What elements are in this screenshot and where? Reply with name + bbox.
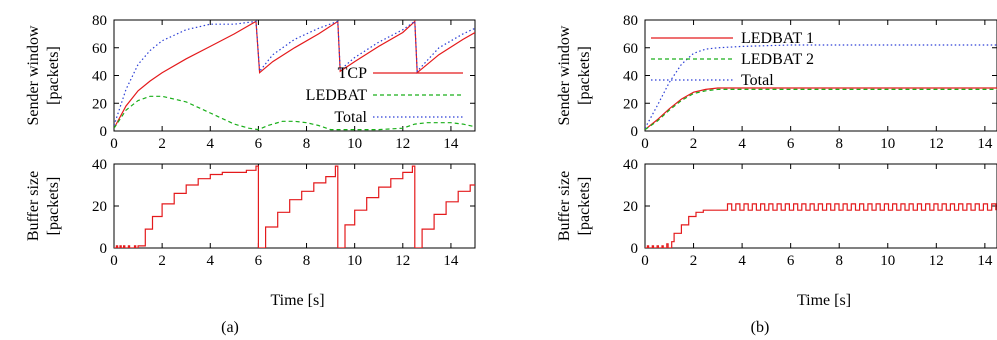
y-tick-label: 0 bbox=[100, 124, 108, 140]
y-tick-label: 0 bbox=[631, 241, 639, 257]
x-tick-label: 8 bbox=[303, 253, 311, 269]
x-tick-label: 6 bbox=[255, 253, 263, 269]
x-tick-label: 0 bbox=[110, 136, 118, 152]
x-tick-label: 2 bbox=[158, 253, 166, 269]
plot-a-sender-window: 0 20 40 60 80 0 2 4 6 8 10 12 14 Sender window [packet… bbox=[25, 13, 476, 152]
x-tick-label: 6 bbox=[787, 253, 795, 269]
y-tick-label: 20 bbox=[92, 199, 107, 215]
series-line-ledbat-2 bbox=[645, 88, 997, 131]
y-tick-label: 0 bbox=[631, 124, 639, 140]
x-tick-label: 0 bbox=[641, 136, 649, 152]
x-tick-label: 14 bbox=[977, 136, 993, 152]
y-axis-label: [packets] bbox=[45, 46, 62, 105]
x-tick-label: 10 bbox=[347, 253, 362, 269]
series-line-buffer bbox=[645, 203, 997, 248]
plot-frame bbox=[113, 163, 476, 249]
y-axis-label: Sender window bbox=[556, 25, 573, 125]
x-tick-label: 14 bbox=[443, 253, 459, 269]
y-tick-label: 40 bbox=[623, 69, 638, 85]
y-axis-label: [packets] bbox=[45, 177, 62, 236]
x-tick-label: 2 bbox=[690, 136, 698, 152]
legend-label: Total bbox=[334, 109, 367, 126]
y-tick-label: 40 bbox=[92, 157, 107, 173]
x-tick-label: 2 bbox=[158, 136, 166, 152]
y-tick-label: 60 bbox=[92, 41, 107, 57]
y-tick-label: 20 bbox=[623, 96, 638, 112]
legend-label: LEDBAT 1 bbox=[741, 30, 814, 47]
y-tick-label: 20 bbox=[92, 96, 107, 112]
x-tick-label: 4 bbox=[207, 136, 215, 152]
caption-b: (b) bbox=[751, 319, 770, 336]
x-axis-label: Time [s] bbox=[270, 292, 324, 309]
y-tick-label: 0 bbox=[100, 241, 108, 257]
series-line-buffer bbox=[114, 165, 475, 248]
x-tick-label: 8 bbox=[835, 253, 843, 269]
series-line-tcp bbox=[114, 20, 475, 129]
y-axis-label: Sender window bbox=[25, 25, 42, 125]
y-tick-label: 80 bbox=[92, 13, 107, 29]
x-tick-label: 4 bbox=[738, 136, 746, 152]
series-line-ledbat bbox=[114, 95, 475, 131]
x-tick-label: 6 bbox=[255, 136, 263, 152]
x-tick-label: 8 bbox=[835, 136, 843, 152]
x-tick-label: 12 bbox=[929, 136, 944, 152]
x-tick-label: 10 bbox=[880, 136, 895, 152]
plot-frame bbox=[644, 163, 997, 249]
x-tick-label: 12 bbox=[929, 253, 944, 269]
caption-a: (a) bbox=[221, 319, 239, 336]
plot-frame bbox=[113, 19, 476, 132]
x-tick-label: 4 bbox=[207, 253, 215, 269]
x-tick-label: 0 bbox=[641, 253, 649, 269]
y-axis-label: [packets] bbox=[576, 177, 593, 236]
plot-b-buffer-size: 0 20 40 0 2 4 6 8 10 12 14 Buffer size [packets] Time… bbox=[556, 157, 997, 309]
y-axis-label: Buffer size bbox=[556, 171, 573, 241]
plot-b-sender-window: 0 20 40 60 80 0 2 4 6 8 10 12 14 Sender window [packet… bbox=[556, 13, 997, 152]
x-tick-label: 12 bbox=[395, 136, 410, 152]
x-tick-label: 10 bbox=[347, 136, 362, 152]
legend-label: LEDBAT 2 bbox=[741, 51, 814, 68]
series-line-ledbat-1 bbox=[645, 87, 997, 131]
x-tick-label: 12 bbox=[395, 253, 410, 269]
y-axis-label: [packets] bbox=[576, 46, 593, 105]
series-line-total bbox=[645, 44, 997, 129]
x-tick-label: 14 bbox=[977, 253, 993, 269]
legend-label: LEDBAT bbox=[306, 87, 368, 104]
x-tick-label: 6 bbox=[787, 136, 795, 152]
legend-label: TCP bbox=[338, 65, 367, 82]
legend-label: Total bbox=[741, 72, 774, 89]
y-axis-label: Buffer size bbox=[25, 171, 42, 241]
y-tick-label: 40 bbox=[623, 157, 638, 173]
y-tick-label: 40 bbox=[92, 69, 107, 85]
y-tick-label: 60 bbox=[623, 41, 638, 57]
x-tick-label: 14 bbox=[443, 136, 459, 152]
x-tick-label: 2 bbox=[690, 253, 698, 269]
x-tick-label: 4 bbox=[738, 253, 746, 269]
y-tick-label: 20 bbox=[623, 199, 638, 215]
x-tick-label: 0 bbox=[110, 253, 118, 269]
x-axis-label: Time [s] bbox=[797, 292, 851, 309]
plot-a-buffer-size: 0 20 40 0 2 4 6 8 10 12 14 Buffer size [packets] Time… bbox=[25, 157, 476, 309]
x-tick-label: 8 bbox=[303, 136, 311, 152]
x-tick-label: 10 bbox=[880, 253, 895, 269]
y-tick-label: 80 bbox=[623, 13, 638, 29]
plot-frame bbox=[644, 19, 997, 132]
